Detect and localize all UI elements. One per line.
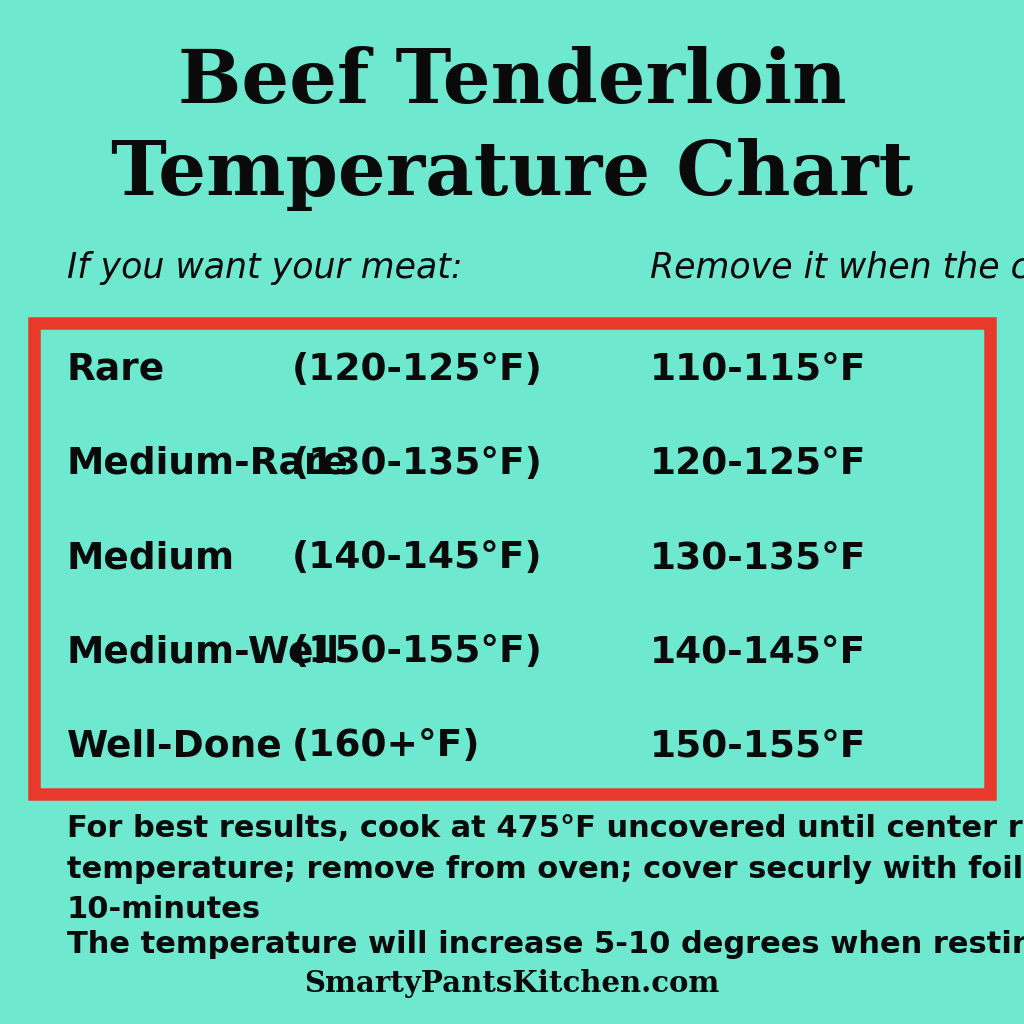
Text: 130-135°F: 130-135°F	[650, 540, 866, 577]
Text: For best results, cook at 475°F uncovered until center reaches desired
temperatu: For best results, cook at 475°F uncovere…	[67, 814, 1024, 924]
Text: (150-155°F): (150-155°F)	[292, 634, 543, 671]
Text: Remove it when the center is :: Remove it when the center is :	[650, 251, 1024, 285]
Text: Well-Done: Well-Done	[67, 728, 283, 765]
Text: If you want your meat:: If you want your meat:	[67, 251, 462, 285]
Text: Medium-Well: Medium-Well	[67, 634, 340, 671]
Text: 110-115°F: 110-115°F	[650, 351, 866, 388]
Text: (140-145°F): (140-145°F)	[292, 540, 543, 577]
Text: 150-155°F: 150-155°F	[650, 728, 866, 765]
Text: Beef Tenderloin: Beef Tenderloin	[177, 46, 847, 119]
Text: Rare: Rare	[67, 351, 165, 388]
Text: Medium-Rare: Medium-Rare	[67, 445, 348, 482]
Text: SmartyPantsKitchen.com: SmartyPantsKitchen.com	[304, 970, 720, 998]
Text: (160+°F): (160+°F)	[292, 728, 480, 765]
Text: Temperature Chart: Temperature Chart	[111, 138, 913, 211]
Text: (120-125°F): (120-125°F)	[292, 351, 543, 388]
Text: (130-135°F): (130-135°F)	[292, 445, 543, 482]
Text: Medium: Medium	[67, 540, 234, 577]
Bar	[34, 323, 990, 794]
Text: 140-145°F: 140-145°F	[650, 634, 866, 671]
Text: The temperature will increase 5-10 degrees when resting: The temperature will increase 5-10 degre…	[67, 930, 1024, 958]
Text: 120-125°F: 120-125°F	[650, 445, 866, 482]
